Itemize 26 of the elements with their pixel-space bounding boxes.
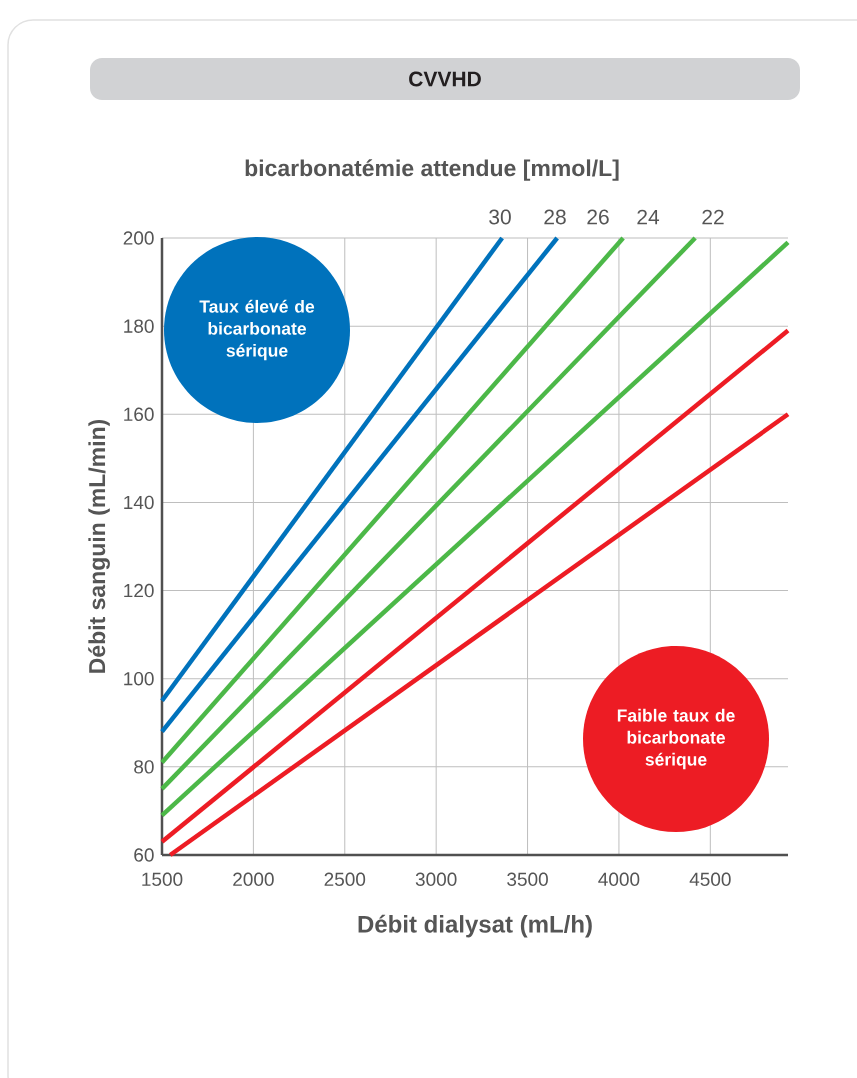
text: 26 bbox=[587, 209, 609, 225]
text: 30 bbox=[489, 209, 511, 225]
y-tick-label: 80 bbox=[134, 760, 154, 774]
x-tick-label: 3000 bbox=[415, 872, 457, 886]
y-tick-label: 200 bbox=[123, 231, 154, 245]
x-tick-label: 4500 bbox=[689, 872, 731, 886]
chart-title: CVVHD bbox=[409, 71, 481, 87]
x-tick-label: 3500 bbox=[507, 872, 548, 886]
y-axis-title: Débit sanguin (mL/min) bbox=[88, 419, 110, 673]
x-tick-label: 4000 bbox=[598, 872, 640, 886]
annotation: Faible taux de bicarbonate sérique bbox=[617, 708, 735, 770]
y-tick-label: 120 bbox=[124, 583, 154, 598]
y-tick-label: 60 bbox=[134, 848, 154, 862]
annotation: Taux élevé de bicarbonate sérique bbox=[199, 299, 315, 361]
chart-subtitle: bicarbonatémie attendue [mmol/L] bbox=[245, 159, 619, 181]
text: 22 bbox=[702, 209, 724, 225]
text: 24 bbox=[637, 209, 660, 225]
y-tick-label: 140 bbox=[124, 495, 154, 510]
x-tick-label: 2500 bbox=[324, 872, 366, 886]
y-tick-label: 160 bbox=[124, 407, 154, 422]
x-axis-title: Débit dialysat (mL/h) bbox=[358, 914, 592, 938]
y-tick-label: 100 bbox=[124, 671, 154, 686]
text: 28 bbox=[544, 209, 566, 225]
x-tick-label: 2000 bbox=[233, 872, 274, 886]
x-tick-label: 1500 bbox=[142, 872, 183, 886]
y-tick-label: 180 bbox=[124, 319, 154, 333]
